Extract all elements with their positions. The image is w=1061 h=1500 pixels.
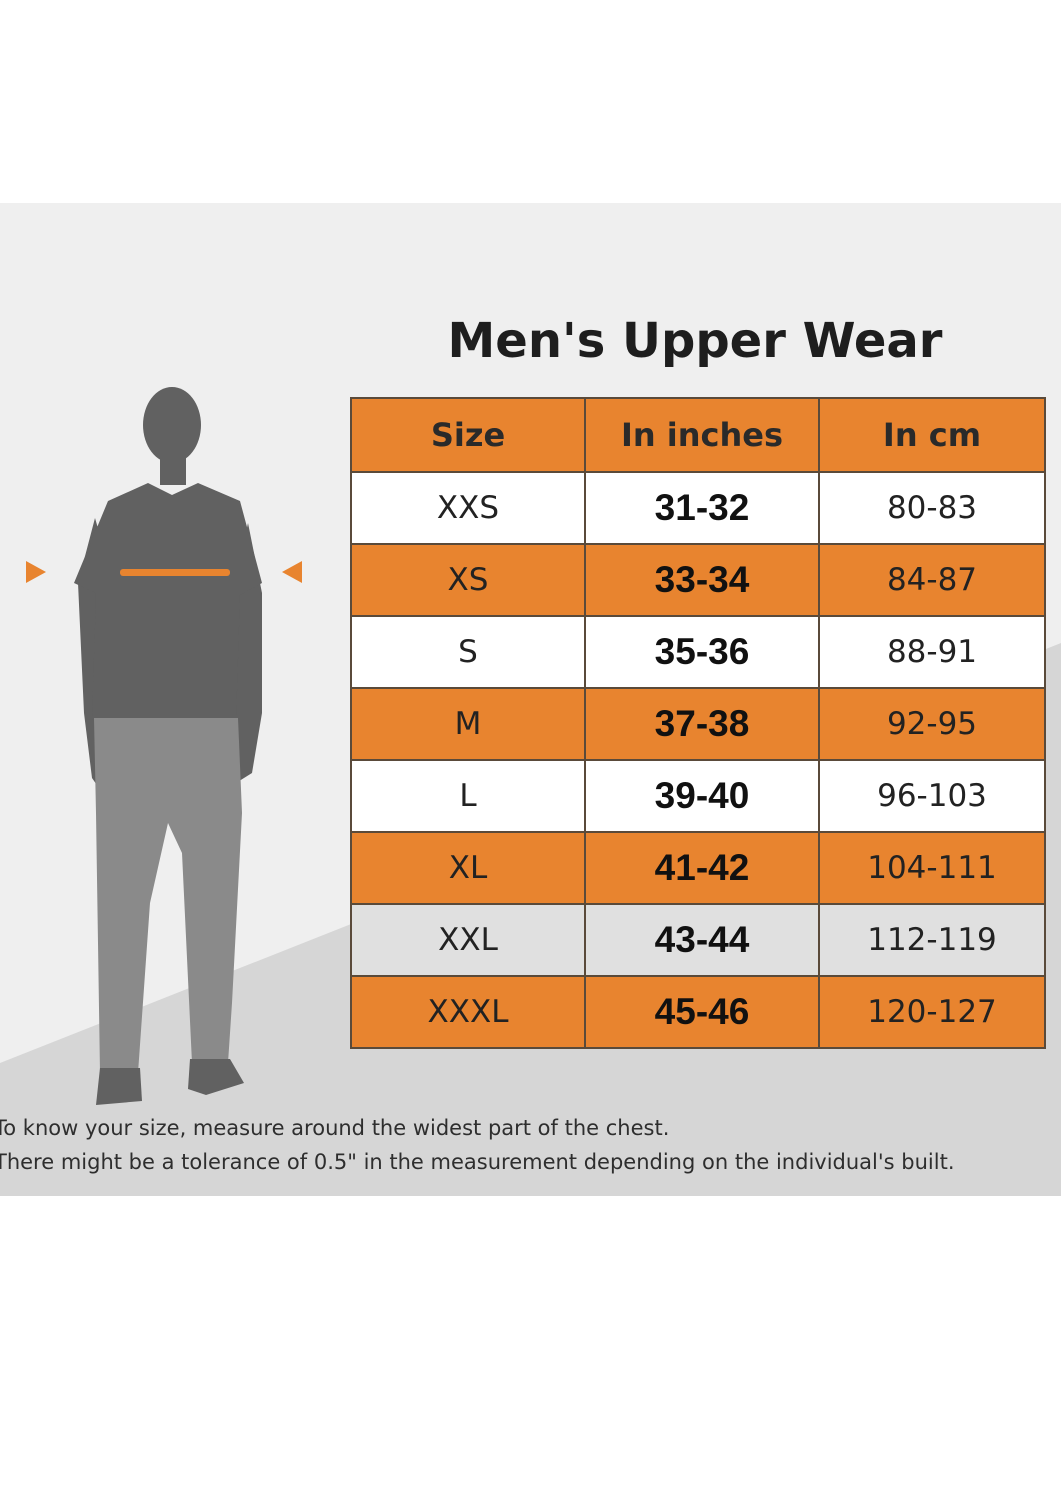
cell-cm: 120-127: [818, 975, 1046, 1049]
table-row: XS 33-34 84-87: [350, 543, 1046, 617]
cell-size: M: [350, 687, 586, 761]
header-size: Size: [350, 397, 586, 473]
cell-cm: 84-87: [818, 543, 1046, 617]
cell-inches: 33-34: [584, 543, 820, 617]
cell-inches: 45-46: [584, 975, 820, 1049]
cell-size: XS: [350, 543, 586, 617]
header-inches: In inches: [584, 397, 820, 473]
cell-size: XXS: [350, 471, 586, 545]
table-header-row: Size In inches In cm: [350, 397, 1046, 473]
triangle-right-icon: [26, 561, 46, 583]
table-row: XL 41-42 104-111: [350, 831, 1046, 905]
cell-inches: 43-44: [584, 903, 820, 977]
note-line: To know your size, measure around the wi…: [0, 1116, 670, 1140]
triangle-left-icon: [282, 561, 302, 583]
cell-size: L: [350, 759, 586, 833]
cell-inches: 31-32: [584, 471, 820, 545]
note-line: There might be a tolerance of 0.5" in th…: [0, 1150, 955, 1174]
table-row: XXL 43-44 112-119: [350, 903, 1046, 977]
measurement-notes: To know your size, measure around the wi…: [0, 1111, 1061, 1179]
header-cm: In cm: [818, 397, 1046, 473]
cell-cm: 80-83: [818, 471, 1046, 545]
table-row: XXXL 45-46 120-127: [350, 975, 1046, 1049]
table-row: S 35-36 88-91: [350, 615, 1046, 689]
cell-cm: 104-111: [818, 831, 1046, 905]
cell-cm: 92-95: [818, 687, 1046, 761]
cell-size: S: [350, 615, 586, 689]
cell-size: XXXL: [350, 975, 586, 1049]
table-row: XXS 31-32 80-83: [350, 471, 1046, 545]
cell-inches: 39-40: [584, 759, 820, 833]
cell-inches: 41-42: [584, 831, 820, 905]
table-row: L 39-40 96-103: [350, 759, 1046, 833]
cell-inches: 37-38: [584, 687, 820, 761]
chest-measure-line: [120, 569, 230, 576]
cell-cm: 96-103: [818, 759, 1046, 833]
size-chart-table: Size In inches In cm XXS 31-32 80-83 XS 33-3…: [350, 397, 1046, 1049]
table-row: M 37-38 92-95: [350, 687, 1046, 761]
table-body: XXS 31-32 80-83 XS 33-34 84-87 S 35-36 88-91 M 37-…: [350, 471, 1046, 1049]
page-title: Men's Upper Wear: [447, 313, 943, 369]
cell-size: XXL: [350, 903, 586, 977]
cell-size: XL: [350, 831, 586, 905]
cell-cm: 112-119: [818, 903, 1046, 977]
cell-inches: 35-36: [584, 615, 820, 689]
man-silhouette-icon: [26, 387, 302, 1105]
background-panel: Men's Upper Wear Size In inches In cm XX…: [0, 203, 1061, 1196]
cell-cm: 88-91: [818, 615, 1046, 689]
